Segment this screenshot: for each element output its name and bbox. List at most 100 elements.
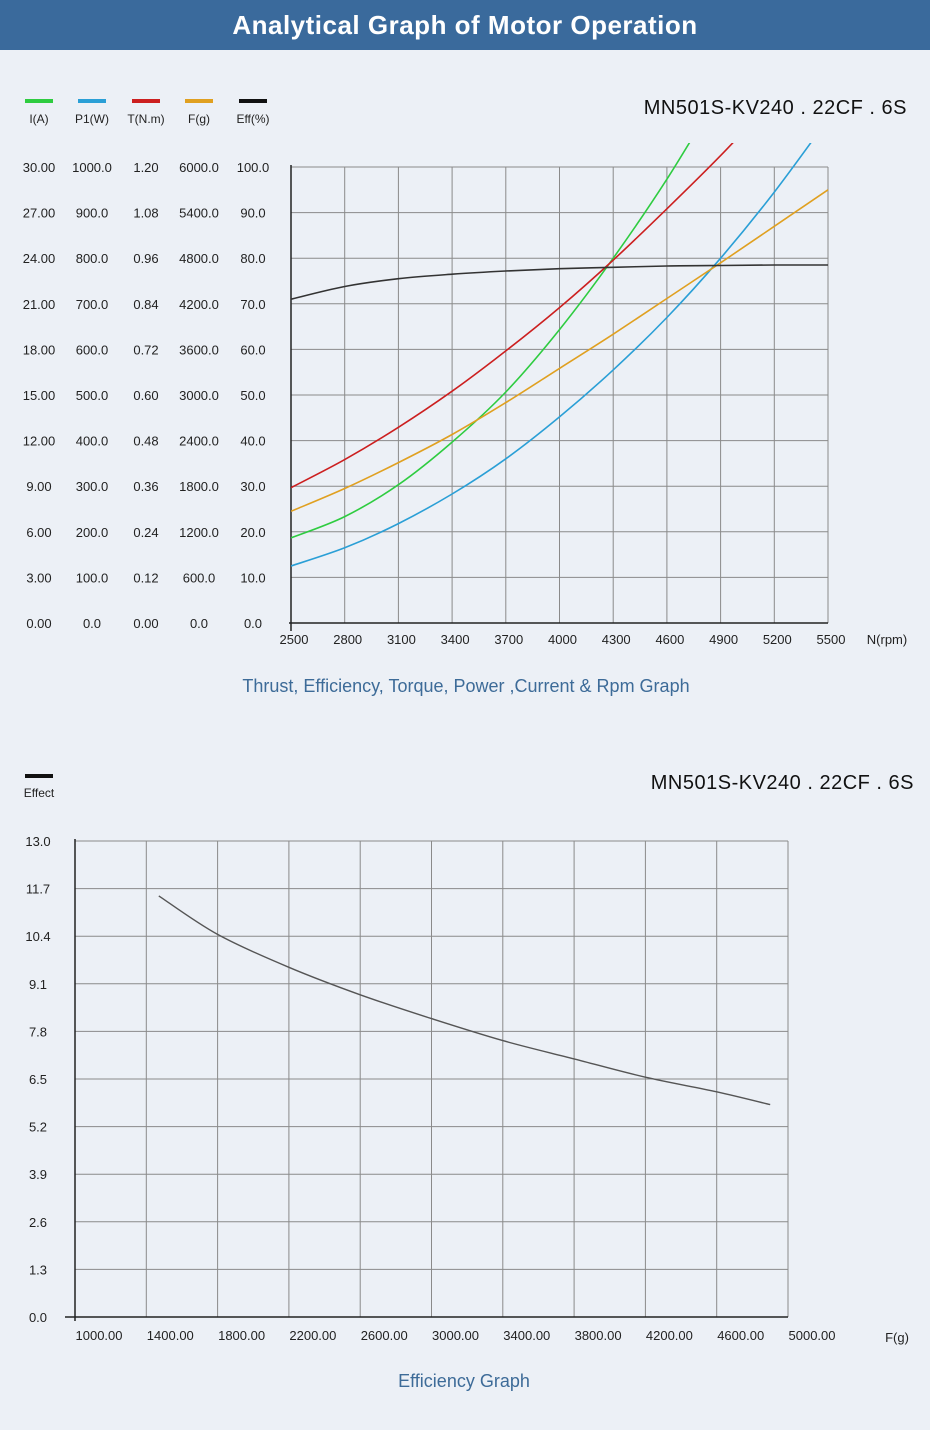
x-tick-label: 2200.00 bbox=[289, 1328, 336, 1343]
x-tick-label: 5500 bbox=[817, 632, 846, 647]
y-tick-label: 1200.0 bbox=[179, 525, 219, 540]
y-tick-label: 27.00 bbox=[23, 206, 56, 221]
y-tick-label: 0.0 bbox=[190, 616, 208, 631]
x-tick-label: 3800.00 bbox=[575, 1328, 622, 1343]
y-tick-label: 0.00 bbox=[133, 616, 158, 631]
y-tick-label: 20.0 bbox=[240, 525, 265, 540]
page-header: Analytical Graph of Motor Operation bbox=[0, 0, 930, 50]
series-group bbox=[291, 143, 829, 567]
y-tick-label: 0.24 bbox=[133, 525, 158, 540]
y-tick-label: 9.00 bbox=[26, 479, 51, 494]
y-tick-label: 900.0 bbox=[76, 206, 109, 221]
series-line-tnm bbox=[291, 143, 734, 489]
x-tick-label: 3000.00 bbox=[432, 1328, 479, 1343]
series-line-eff bbox=[291, 264, 828, 300]
y-tick-label: 800.0 bbox=[76, 251, 109, 266]
x-tick-label: 2800 bbox=[333, 632, 362, 647]
y-tick-label: 7.8 bbox=[29, 1024, 47, 1039]
y-tick-label: 50.0 bbox=[240, 388, 265, 403]
y-tick-label: 0.96 bbox=[133, 251, 158, 266]
y-tick-label: 200.0 bbox=[76, 525, 109, 540]
legend-swatch bbox=[25, 99, 53, 103]
y-tick-label: 11.7 bbox=[26, 882, 50, 897]
y-tick-label: 6.5 bbox=[29, 1072, 47, 1087]
x-axis-unit-label: N(rpm) bbox=[867, 632, 907, 647]
series-line-ia bbox=[291, 143, 691, 539]
y-tick-label: 60.0 bbox=[240, 342, 265, 357]
model-label: MN501S-KV240 . 22CF . 6S bbox=[651, 772, 914, 794]
y-tick-label: 2400.0 bbox=[179, 434, 219, 449]
y-tick-label: 4200.0 bbox=[179, 297, 219, 312]
y-tick-label: 30.0 bbox=[240, 479, 265, 494]
y-tick-label: 24.00 bbox=[23, 251, 56, 266]
x-tick-label: 1800.00 bbox=[218, 1328, 265, 1343]
x-tick-label: 4600.00 bbox=[717, 1328, 764, 1343]
y-tick-label: 5400.0 bbox=[179, 206, 219, 221]
y-tick-label: 0.48 bbox=[133, 434, 158, 449]
y-tick-label: 5.2 bbox=[29, 1120, 47, 1135]
legend-label: T(N.m) bbox=[127, 112, 164, 126]
x-tick-label: 4300 bbox=[602, 632, 631, 647]
x-tick-label: 2600.00 bbox=[361, 1328, 408, 1343]
x-tick-label: 3100 bbox=[387, 632, 416, 647]
y-tick-label: 100.0 bbox=[237, 160, 270, 175]
y-tick-label: 600.0 bbox=[76, 342, 109, 357]
y-tick-label: 30.00 bbox=[23, 160, 56, 175]
y-tick-label: 9.1 bbox=[29, 977, 47, 992]
y-tick-label: 1.20 bbox=[133, 160, 158, 175]
y-tick-label: 700.0 bbox=[76, 297, 109, 312]
y-tick-label: 10.0 bbox=[240, 570, 265, 585]
y-tick-label: 12.00 bbox=[23, 434, 56, 449]
x-tick-label: 3400.00 bbox=[503, 1328, 550, 1343]
y-tick-label: 400.0 bbox=[76, 434, 109, 449]
chart-caption: Thrust, Efficiency, Torque, Power ,Curre… bbox=[242, 676, 689, 696]
y-tick-label: 600.0 bbox=[183, 570, 216, 585]
legend-label: F(g) bbox=[188, 112, 210, 126]
y-tick-label: 0.0 bbox=[83, 616, 101, 631]
y-tick-label: 0.0 bbox=[244, 616, 262, 631]
legend-swatch bbox=[239, 99, 267, 103]
y-tick-label: 0.84 bbox=[133, 297, 158, 312]
legend-swatch bbox=[185, 99, 213, 103]
series-line-p1w bbox=[291, 143, 812, 567]
y-tick-label: 18.00 bbox=[23, 342, 56, 357]
series-line-effect bbox=[158, 895, 771, 1106]
y-tick-label: 6000.0 bbox=[179, 160, 219, 175]
y-tick-label: 70.0 bbox=[240, 297, 265, 312]
y-tick-label: 100.0 bbox=[76, 570, 109, 585]
motor-operation-chart: I(A) 0.00 3.00 6.00 9.00 12.00 15.00 18.00 21.00… bbox=[23, 97, 907, 696]
model-label: MN501S-KV240 . 22CF . 6S bbox=[644, 97, 907, 119]
x-tick-label: 3700 bbox=[494, 632, 523, 647]
chart-caption: Efficiency Graph bbox=[398, 1371, 530, 1391]
y-tick-label: 0.12 bbox=[133, 570, 158, 585]
x-tick-label: 3400 bbox=[441, 632, 470, 647]
y-tick-label: 4800.0 bbox=[179, 251, 219, 266]
y-tick-label: 300.0 bbox=[76, 479, 109, 494]
x-tick-label: 5200 bbox=[763, 632, 792, 647]
legend-label: I(A) bbox=[29, 112, 48, 126]
y-tick-label: 0.00 bbox=[26, 616, 51, 631]
y-tick-label: 500.0 bbox=[76, 388, 109, 403]
x-tick-label: 4900 bbox=[709, 632, 738, 647]
y-tick-label: 0.0 bbox=[29, 1310, 47, 1325]
efficiency-chart: Effect MN501S-KV240 . 22CF . 6S 0.0 1.3 2.6 3… bbox=[24, 772, 914, 1391]
y-tick-label: 6.00 bbox=[26, 525, 51, 540]
y-tick-label: 1.3 bbox=[29, 1262, 47, 1277]
y-tick-label: 2.6 bbox=[29, 1215, 47, 1230]
y-tick-label: 13.0 bbox=[25, 834, 50, 849]
y-tick-label: 1800.0 bbox=[179, 479, 219, 494]
x-tick-label: 4600 bbox=[655, 632, 684, 647]
y-tick-label: 3.00 bbox=[26, 570, 51, 585]
x-tick-label: 4200.00 bbox=[646, 1328, 693, 1343]
legend-label: P1(W) bbox=[75, 112, 109, 126]
legend-label: Effect bbox=[24, 786, 55, 800]
x-tick-label: 1400.00 bbox=[147, 1328, 194, 1343]
x-tick-label: 5000.00 bbox=[789, 1328, 836, 1343]
y-tick-label: 90.0 bbox=[240, 206, 265, 221]
y-tick-label: 21.00 bbox=[23, 297, 56, 312]
y-tick-label: 3.9 bbox=[29, 1167, 47, 1182]
y-tick-label: 40.0 bbox=[240, 434, 265, 449]
y-tick-label: 3000.0 bbox=[179, 388, 219, 403]
x-axis-unit-label: F(g) bbox=[885, 1330, 909, 1345]
x-tick-label: 2500 bbox=[280, 632, 309, 647]
